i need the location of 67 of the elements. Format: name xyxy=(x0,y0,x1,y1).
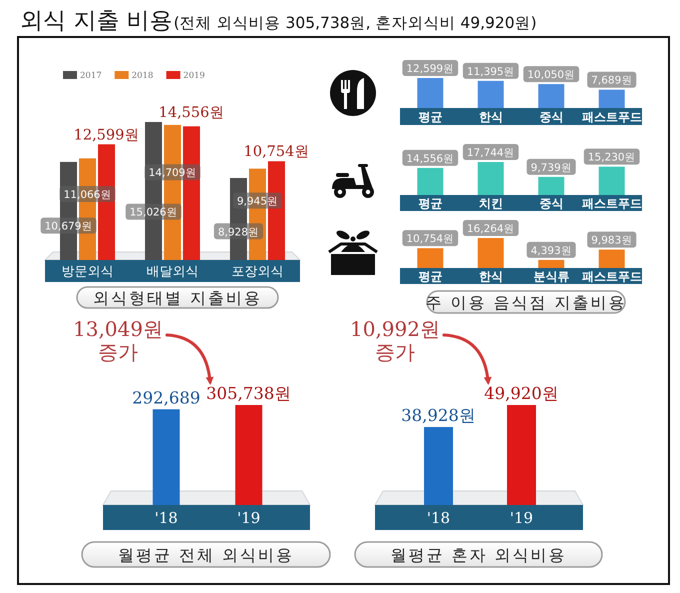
data-label: 12,599원 xyxy=(406,63,454,75)
bar xyxy=(538,84,564,108)
bar xyxy=(538,260,564,268)
data-label: 49,920원 xyxy=(484,384,559,403)
x-tick-label: 중식 xyxy=(539,110,564,124)
x-tick-label: 포장외식 xyxy=(232,264,284,280)
data-label: 14,556원 xyxy=(406,152,454,165)
x-tick-label: '19 xyxy=(237,508,260,527)
x-tick-label: 패스트푸드 xyxy=(582,196,642,210)
x-tick-label: '18 xyxy=(426,508,450,527)
data-label: 17,744원 xyxy=(466,147,515,159)
data-label: 9,983원 xyxy=(591,234,632,247)
data-label: 11,395원 xyxy=(466,66,515,78)
data-label: 10,050원 xyxy=(527,69,576,82)
bar xyxy=(417,78,444,108)
bar xyxy=(417,168,444,195)
data-label: 4,393원 xyxy=(530,244,572,257)
data-label: 292,689 xyxy=(132,388,200,408)
bar xyxy=(598,250,625,268)
data-label: 10,754원 xyxy=(244,144,310,160)
chart-title: 외식 지출 비용 xyxy=(20,8,173,34)
data-label: 14,556원 xyxy=(158,105,224,121)
data-label: 9,739원 xyxy=(530,162,572,174)
bar xyxy=(478,162,504,195)
legend-label: 2017 xyxy=(80,71,102,81)
data-label: 7,689원 xyxy=(591,74,632,87)
data-label: 15,026원 xyxy=(130,206,178,219)
bar xyxy=(478,80,504,108)
x-tick-label: 평균 xyxy=(418,269,442,284)
data-label: 14,709원 xyxy=(148,167,196,180)
data-label: 8,928원 xyxy=(218,226,260,238)
data-label: 12,599원 xyxy=(74,127,140,144)
data-label: 38,928원 xyxy=(401,406,476,426)
x-axis-title: 월평균 전체 외식비용 xyxy=(118,546,294,564)
legend-label: 2019 xyxy=(183,71,205,81)
text: (전체 외식비용 305,738원, 혼자외식비 49,920원) xyxy=(174,14,537,32)
text: 10,992원 증가 xyxy=(350,317,440,364)
x-axis-title: 주 이용 음식점 지출비용 xyxy=(425,293,627,312)
x-tick-label: '18 xyxy=(154,508,178,527)
bar xyxy=(598,90,625,108)
x-tick-label: 한식 xyxy=(478,110,503,124)
bar xyxy=(538,176,564,195)
data-label: 9,945원 xyxy=(236,196,278,208)
bar xyxy=(417,248,444,268)
x-tick-label: 중식 xyxy=(539,196,564,210)
x-tick-label: 평균 xyxy=(418,196,442,210)
x-tick-label: 한식 xyxy=(478,269,503,284)
data-label: 10,679원 xyxy=(44,220,92,233)
bar xyxy=(478,238,504,268)
x-tick-label: 패스트푸드 xyxy=(582,110,642,124)
x-tick-label: 평균 xyxy=(418,110,442,124)
x-tick-label: '19 xyxy=(510,508,534,527)
x-axis-title: 월평균 혼자 외식비용 xyxy=(390,546,567,564)
bar xyxy=(598,166,625,195)
data-label: 305,738원 xyxy=(206,384,292,403)
legend-label: 2018 xyxy=(132,71,154,81)
text: 13,049원 증가 xyxy=(73,317,163,364)
data-label: 15,230원 xyxy=(588,152,636,164)
data-label: 16,264원 xyxy=(466,223,515,235)
x-tick-label: 방문외식 xyxy=(62,264,114,280)
x-tick-label: 패스트푸드 xyxy=(582,269,642,284)
data-label: 10,754원 xyxy=(406,233,454,246)
x-tick-label: 치킨 xyxy=(478,196,503,210)
x-tick-label: 배달외식 xyxy=(146,264,198,280)
data-label: 11,066원 xyxy=(64,188,112,201)
x-tick-label: 분식류 xyxy=(533,269,570,284)
x-axis-title: 외식형태별 지출비용 xyxy=(92,288,262,308)
